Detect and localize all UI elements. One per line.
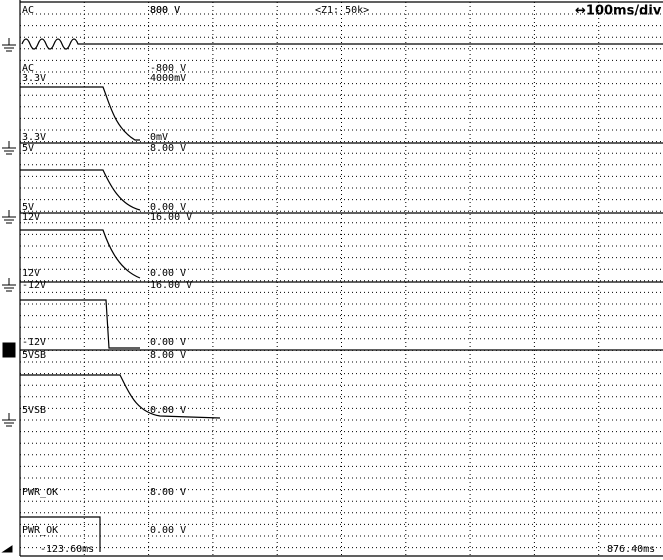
channel-name: 12V [22,268,40,279]
channel-scale-bottom: 0.00 V [150,405,186,416]
channel-scale-top: 16.00 V [150,280,192,291]
channel-name: PWR_OK [22,487,58,498]
channel-name: 3.3V [22,132,46,143]
ground-markers [1,38,16,553]
channel-scale-top: 800 V [150,5,180,16]
channel-name: -12V [22,337,46,348]
channel-name: 3.3V [22,73,46,84]
pwr-ok-waveform [20,516,101,552]
channel-name: AC [22,5,34,16]
channel-name: -12V [22,280,46,291]
channel-scale-bottom: -800 V [150,63,186,74]
channel-scale-bottom: 0mV [150,132,168,143]
channel-name: 5VSB [22,405,46,416]
time-start: -123.60ms [40,544,94,555]
5vsb-waveform [20,374,221,419]
channel-name: 12V [22,212,40,223]
channel-scale-bottom: 0.00 V [150,202,186,213]
channel-scale-bottom: 0.00 V [150,337,186,348]
12v-waveform [20,229,141,279]
5v-waveform [20,169,141,211]
channel-scale-top: 8.00 V [150,143,186,154]
range-label: 800 V [150,5,180,16]
3v3-waveform [20,86,140,141]
zoom-label: <Z1: 50k> [315,5,369,16]
channel-scale-top: 8.00 V [150,350,186,361]
channel-scale-top: 16.00 V [150,212,192,223]
channel-name: 5V [22,202,34,213]
channel-scale-bottom: 0.00 V [150,268,186,279]
channel-name: AC [22,63,34,74]
channel-scale-top: 4000mV [150,73,186,84]
channel-name: 5V [22,143,34,154]
neg12v-waveform [20,299,140,349]
grid [20,2,663,556]
channel-scale-top: 8.00 V [150,487,186,498]
ac-waveform [21,38,663,50]
channel-labels: AC 800 V AC -800 V 3.3V 4000mV 3.3V 0mV 5V 8.00 V… [22,5,192,536]
timebase-label: ↔100ms/div [575,4,662,19]
channel-name: 5VSB [22,350,46,361]
channel-scale-bottom: 0.00 V [150,525,186,536]
time-end: 876.40ms [607,544,655,555]
channel-name: PWR_OK [22,525,58,536]
